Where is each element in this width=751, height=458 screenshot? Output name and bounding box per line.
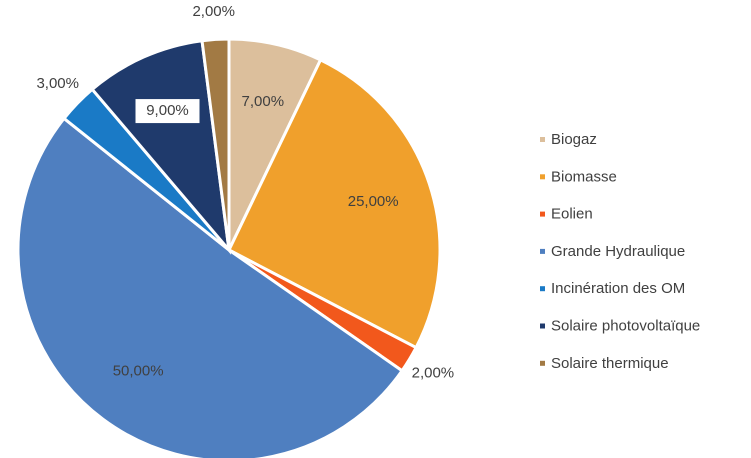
pie-slice	[16, 116, 405, 458]
legend-label: Solaire photovoltaïque	[551, 317, 700, 334]
label-box	[135, 99, 200, 124]
pie-slice	[90, 39, 232, 255]
legend-swatch	[540, 286, 545, 292]
legend-swatch	[540, 137, 545, 142]
data-label: 9,00%	[146, 102, 189, 119]
legend-swatch	[540, 323, 545, 329]
legend-label: Biogaz	[551, 131, 597, 148]
legend-swatch	[540, 248, 545, 254]
data-label: 7,00%	[242, 93, 285, 110]
data-label: 3,00%	[36, 75, 79, 92]
legend-swatch	[540, 174, 545, 180]
legend-swatch	[540, 360, 545, 366]
data-label: 2,00%	[412, 365, 455, 382]
data-label: 25,00%	[348, 193, 399, 210]
pie-slice	[200, 37, 231, 251]
legend-label: Solaire thermique	[551, 355, 669, 372]
data-label: 2,00%	[192, 3, 235, 20]
legend-swatch	[540, 211, 545, 217]
pie-slice	[227, 57, 442, 350]
legend-label: Eolien	[551, 206, 593, 223]
data-label: 50,00%	[113, 363, 164, 380]
legend-label: Incinération des OM	[551, 280, 685, 297]
legend-label: Grande Hydraulique	[551, 243, 685, 260]
legend-label: Biomasse	[551, 168, 617, 185]
